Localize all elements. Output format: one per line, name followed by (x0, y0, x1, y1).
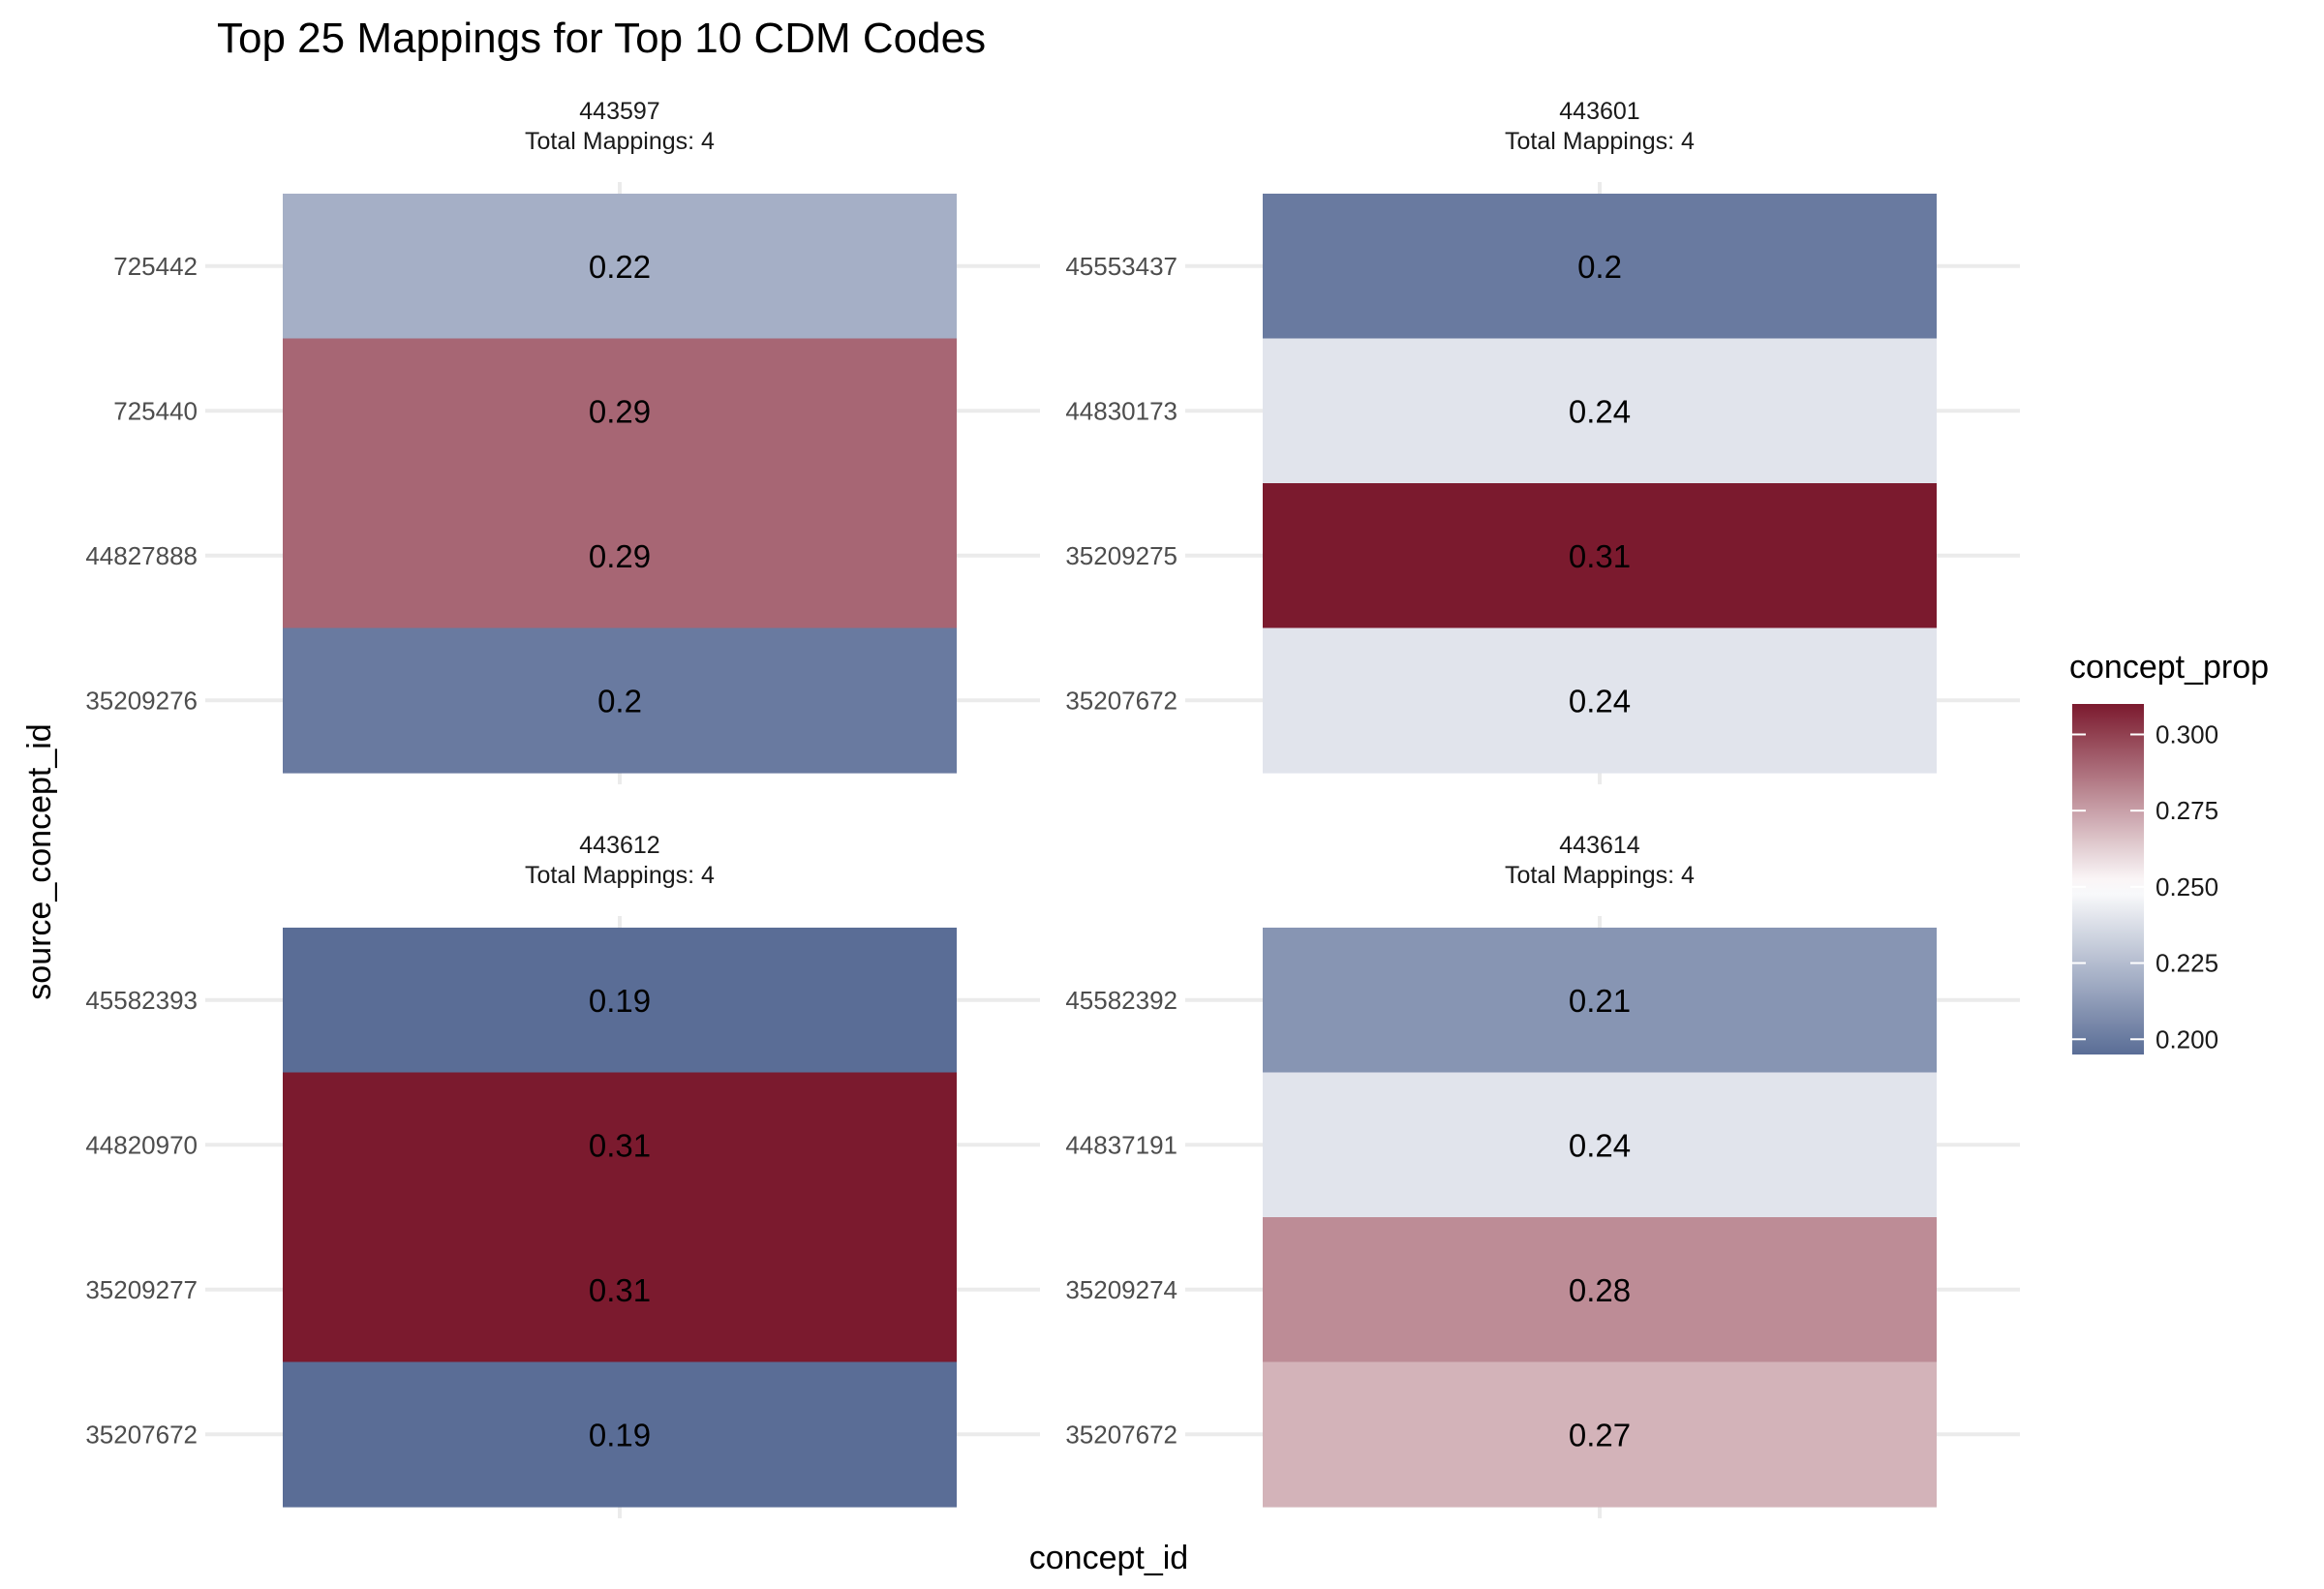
legend-tick-label: 0.300 (2156, 719, 2218, 749)
facet-panel: 443614 Total Mappings: 4 0.21 45582392 0.24 4… (1065, 832, 2020, 1518)
facet-total-mappings: Total Mappings: 4 (525, 862, 715, 889)
tile-value-label: 0.19 (589, 983, 651, 1019)
legend-tick-label: 0.275 (2156, 796, 2218, 825)
heatmap-tile (1263, 627, 1937, 774)
tile-value-label: 0.22 (589, 249, 651, 285)
tile-value-label: 0.21 (1569, 983, 1631, 1019)
y-tick-label: 35207672 (85, 1420, 198, 1449)
facet-total-mappings: Total Mappings: 4 (1505, 128, 1695, 155)
facet-concept-id: 443614 (1559, 832, 1640, 859)
tile-value-label: 0.24 (1569, 683, 1631, 718)
chart-title: Top 25 Mappings for Top 10 CDM Codes (217, 15, 986, 62)
heatmap-tile (1263, 1072, 1937, 1218)
tile-value-label: 0.28 (1569, 1272, 1631, 1308)
heatmap-tile (283, 1361, 957, 1508)
facet-panel: 443612 Total Mappings: 4 0.19 45582393 0.31 4… (85, 832, 1040, 1518)
y-tick-label: 44837191 (1065, 1130, 1177, 1159)
heatmap-tile (283, 1217, 957, 1363)
legend-tick-label: 0.200 (2156, 1024, 2218, 1054)
heatmap-tile (283, 928, 957, 1074)
y-tick-label: 35209277 (85, 1275, 198, 1304)
facet-concept-id: 443601 (1559, 98, 1639, 125)
tile-value-label: 0.31 (589, 1272, 651, 1308)
y-axis-title: source_concept_id (21, 723, 58, 999)
facet-concept-id: 443597 (579, 98, 659, 125)
y-tick-label: 45582392 (1065, 986, 1177, 1015)
facet-panels: 443597 Total Mappings: 4 0.22 725442 0.29 725… (85, 98, 2020, 1518)
facet-panel: 443601 Total Mappings: 4 0.2 45553437 0.24 44… (1065, 98, 2020, 784)
y-tick-label: 35207672 (1065, 1420, 1177, 1449)
tile-value-label: 0.27 (1569, 1417, 1631, 1452)
tile-value-label: 0.31 (589, 1127, 651, 1163)
y-tick-label: 35209275 (1065, 541, 1177, 570)
tile-value-label: 0.2 (1577, 249, 1622, 285)
legend-title: concept_prop (2069, 649, 2269, 686)
heatmap-tile (1263, 338, 1937, 484)
facet-panel: 443597 Total Mappings: 4 0.22 725442 0.29 725… (85, 98, 1040, 784)
legend-tick-label: 0.250 (2156, 872, 2218, 901)
heatmap-tile (1263, 1217, 1937, 1363)
tile-value-label: 0.24 (1569, 1127, 1631, 1163)
heatmap-tile (283, 627, 957, 774)
y-tick-label: 45553437 (1065, 252, 1177, 281)
heatmap-tile (1263, 928, 1937, 1074)
y-tick-label: 45582393 (85, 986, 198, 1015)
facet-total-mappings: Total Mappings: 4 (525, 128, 715, 155)
heatmap-tile (283, 338, 957, 484)
tile-value-label: 0.19 (589, 1417, 651, 1452)
heatmap-tile (1263, 194, 1937, 340)
tile-value-label: 0.31 (1569, 538, 1631, 574)
legend-colorbar (2072, 704, 2144, 1054)
tile-value-label: 0.2 (597, 683, 642, 718)
tile-value-label: 0.29 (589, 393, 651, 429)
tile-value-label: 0.29 (589, 538, 651, 574)
heatmap-tile (1263, 1361, 1937, 1508)
x-axis-title: concept_id (1029, 1540, 1188, 1576)
y-tick-label: 44820970 (85, 1130, 198, 1159)
color-legend: concept_prop 0.200 0.225 0.250 0.275 0.300 (2069, 649, 2269, 1054)
y-tick-label: 725440 (113, 396, 198, 425)
facet-total-mappings: Total Mappings: 4 (1505, 862, 1695, 889)
heatmap-tile (283, 194, 957, 340)
y-tick-label: 35209276 (85, 686, 198, 715)
legend-tick-label: 0.225 (2156, 949, 2218, 978)
heatmap-tile (283, 1072, 957, 1218)
heatmap-tile (1263, 483, 1937, 629)
facet-concept-id: 443612 (579, 832, 659, 859)
tile-value-label: 0.24 (1569, 393, 1631, 429)
y-tick-label: 44830173 (1065, 396, 1177, 425)
y-tick-label: 35209274 (1065, 1275, 1177, 1304)
y-tick-label: 35207672 (1065, 686, 1177, 715)
heatmap-tile (283, 483, 957, 629)
y-tick-label: 725442 (113, 252, 198, 281)
y-tick-label: 44827888 (85, 541, 198, 570)
